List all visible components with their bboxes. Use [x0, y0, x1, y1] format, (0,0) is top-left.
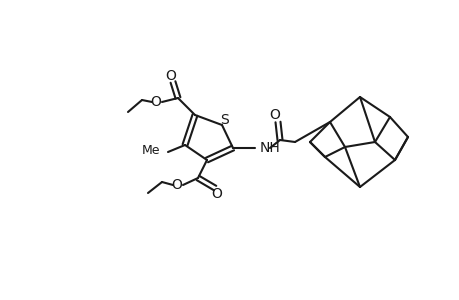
- Text: O: O: [150, 95, 161, 109]
- Text: O: O: [171, 178, 182, 192]
- Text: O: O: [269, 108, 280, 122]
- Text: O: O: [211, 187, 222, 201]
- Text: O: O: [165, 69, 176, 83]
- Text: NH: NH: [259, 141, 280, 155]
- Text: S: S: [220, 113, 229, 127]
- Text: Me: Me: [141, 143, 160, 157]
